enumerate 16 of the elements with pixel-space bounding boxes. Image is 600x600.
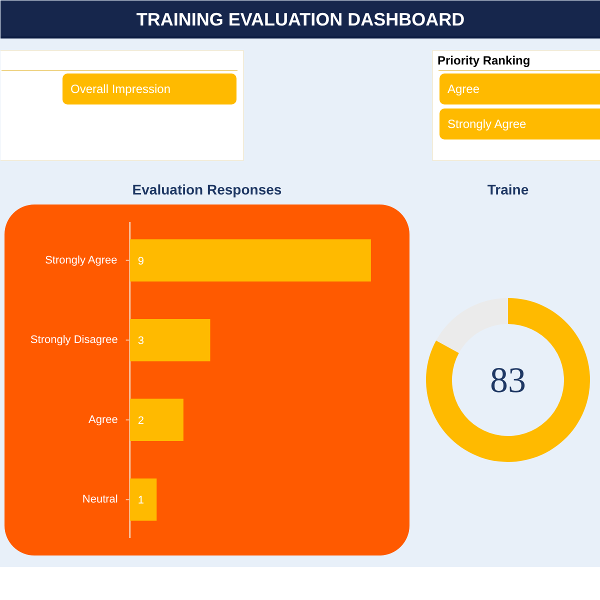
chart-title: Traine bbox=[487, 182, 529, 198]
data-label: 2 bbox=[138, 414, 144, 427]
text: 83 bbox=[490, 360, 526, 400]
data-label: 3 bbox=[138, 335, 144, 348]
text: Agree bbox=[448, 82, 480, 96]
text: Overall Impression bbox=[70, 82, 171, 96]
chart-title: Evaluation Responses bbox=[132, 182, 282, 198]
data-label: 1 bbox=[138, 494, 144, 507]
data-label: 9 bbox=[138, 255, 144, 268]
y-tick-label: Strongly Disagree bbox=[30, 334, 118, 346]
text: Strongly Agree bbox=[448, 117, 527, 131]
y-tick-label: Agree bbox=[88, 414, 118, 426]
y-tick-label: Neutral bbox=[82, 494, 118, 506]
text: Priority Ranking bbox=[438, 54, 530, 68]
text: TRAINING EVALUATION DASHBOARD bbox=[136, 10, 465, 30]
y-tick-label: Strongly Agree bbox=[45, 254, 118, 266]
